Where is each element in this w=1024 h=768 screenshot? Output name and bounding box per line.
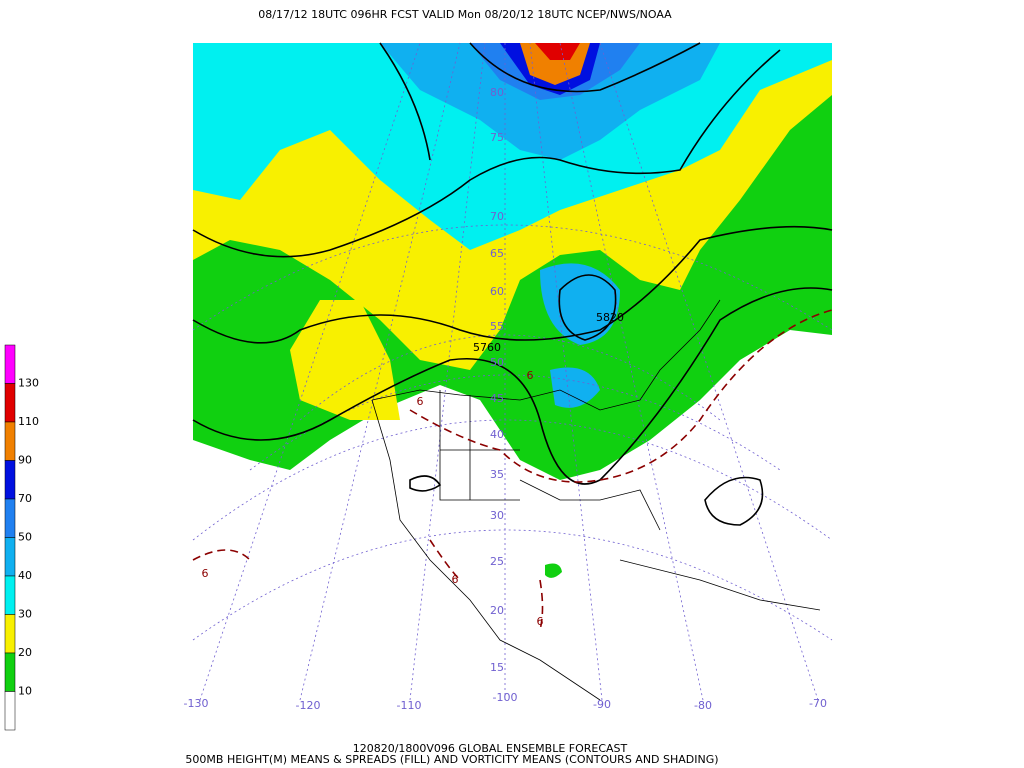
legend-swatch <box>4 383 16 423</box>
longitude-label: -90 <box>593 698 611 711</box>
coastlines <box>371 299 821 701</box>
map: 80 75 70 65 60 55 50 45 40 35 30 25 20 15 -130 -120 -110… <box>184 42 833 713</box>
contour-label: 5760 <box>473 341 501 354</box>
longitude-label: -120 <box>296 699 321 712</box>
legend-label: 40 <box>18 569 32 582</box>
longitude-label: -70 <box>809 697 827 710</box>
legend-swatch <box>4 537 16 577</box>
latitude-label: 40 <box>490 428 504 441</box>
longitude-label: -80 <box>694 699 712 712</box>
legend-swatch <box>4 575 16 615</box>
legend-swatch <box>4 614 16 654</box>
contour-label: 6 <box>537 615 544 628</box>
legend-swatch <box>4 691 16 731</box>
latitude-label: 80 <box>490 86 504 99</box>
latitude-label: 25 <box>490 555 504 568</box>
legend-label: 90 <box>18 454 32 467</box>
latitude-label: 45 <box>490 392 504 405</box>
legend-swatch <box>4 421 16 461</box>
latitude-label: 65 <box>490 247 504 260</box>
footer-line: 500MB HEIGHT(M) MEANS & SPREADS (FILL) A… <box>185 753 718 766</box>
spread-40 <box>193 43 832 250</box>
latitude-label: 75 <box>490 131 504 144</box>
legend-label: 10 <box>18 685 32 698</box>
legend-swatch <box>4 498 16 538</box>
footer-line: 120820/1800V096 GLOBAL ENSEMBLE FORECAST <box>353 742 628 755</box>
longitude-label: -100 <box>493 691 518 704</box>
latitude-label: 50 <box>490 356 504 369</box>
legend-swatch <box>4 344 16 384</box>
latitude-label: 35 <box>490 468 504 481</box>
latitude-label: 15 <box>490 661 504 674</box>
spread-50 <box>550 367 600 408</box>
legend-label: 20 <box>18 646 32 659</box>
legend: 130 110 90 70 50 40 30 20 10 <box>4 344 39 731</box>
contour-label: 6 <box>527 369 534 382</box>
legend-label: 110 <box>18 415 39 428</box>
spread-20 <box>545 563 562 578</box>
longitude-label: -110 <box>397 699 422 712</box>
legend-label: 70 <box>18 492 32 505</box>
vorticity-contours <box>192 309 833 631</box>
longitude-label: -130 <box>184 697 209 710</box>
legend-swatch <box>4 460 16 500</box>
legend-label: 30 <box>18 608 32 621</box>
latitude-label: 30 <box>490 509 504 522</box>
spread-50 <box>540 263 620 345</box>
latitude-label: 20 <box>490 604 504 617</box>
latitude-label: 60 <box>490 285 504 298</box>
graticule <box>192 42 833 701</box>
latitude-label: 70 <box>490 210 504 223</box>
contour-label: 6 <box>452 573 459 586</box>
spread-50 <box>380 43 720 160</box>
latitude-label: 55 <box>490 320 504 333</box>
legend-label: 130 <box>18 377 39 390</box>
legend-label: 50 <box>18 531 32 544</box>
contour-label: 5820 <box>596 311 624 324</box>
spread-30 <box>290 300 400 420</box>
spread-130 <box>535 43 580 60</box>
legend-swatch <box>4 652 16 692</box>
title: 08/17/12 18UTC 096HR FCST VALID Mon 08/2… <box>258 8 672 21</box>
height-contours <box>192 42 833 526</box>
contour-label: 6 <box>202 567 209 580</box>
contour-label: 6 <box>417 395 424 408</box>
